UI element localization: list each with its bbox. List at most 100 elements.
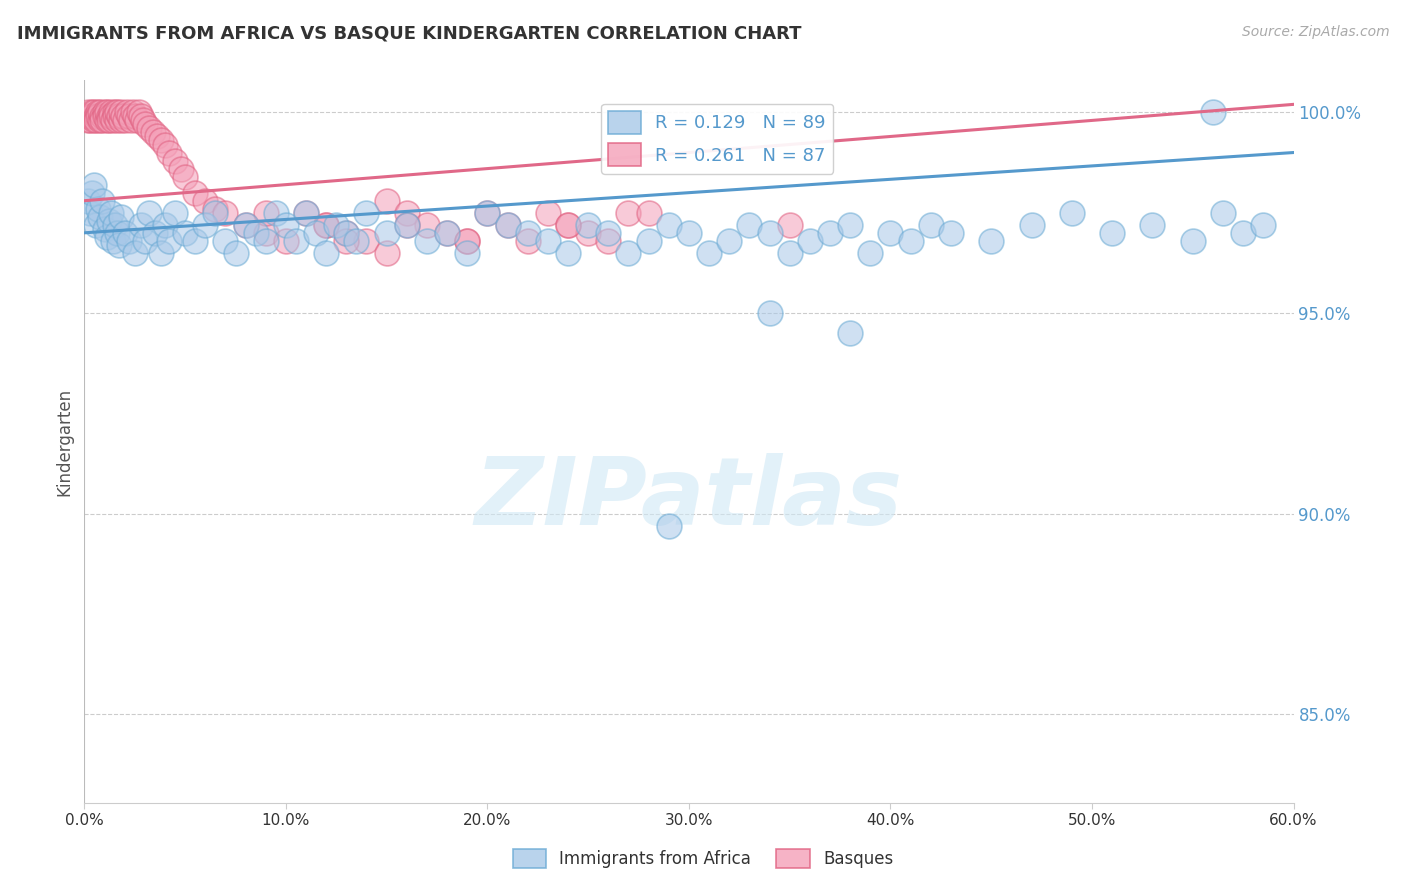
- Point: [89, 105, 111, 120]
- Point: [738, 218, 761, 232]
- Point: [576, 218, 599, 232]
- Point: [496, 218, 519, 232]
- Point: [153, 137, 176, 152]
- Point: [93, 105, 115, 120]
- Point: [105, 105, 128, 120]
- Point: [87, 202, 110, 216]
- Point: [254, 206, 277, 220]
- Point: [75, 110, 97, 124]
- Point: [637, 206, 659, 220]
- Point: [138, 206, 160, 220]
- Point: [89, 113, 111, 128]
- Point: [79, 113, 101, 128]
- Point: [77, 105, 100, 120]
- Point: [107, 110, 129, 124]
- Point: [346, 234, 368, 248]
- Point: [174, 169, 197, 184]
- Point: [799, 234, 821, 248]
- Point: [101, 234, 124, 248]
- Point: [134, 234, 156, 248]
- Point: [146, 129, 169, 144]
- Point: [110, 210, 132, 224]
- Point: [295, 206, 318, 220]
- Point: [879, 226, 901, 240]
- Point: [537, 234, 560, 248]
- Point: [416, 218, 439, 232]
- Text: Source: ZipAtlas.com: Source: ZipAtlas.com: [1241, 25, 1389, 39]
- Point: [477, 206, 499, 220]
- Point: [758, 306, 780, 320]
- Point: [395, 218, 418, 232]
- Point: [124, 110, 146, 124]
- Point: [124, 246, 146, 260]
- Point: [1060, 206, 1083, 220]
- Point: [496, 218, 519, 232]
- Point: [818, 226, 841, 240]
- Point: [335, 226, 357, 240]
- Point: [93, 222, 115, 236]
- Legend: R = 0.129   N = 89, R = 0.261   N = 87: R = 0.129 N = 89, R = 0.261 N = 87: [602, 103, 834, 174]
- Point: [557, 218, 579, 232]
- Point: [114, 113, 136, 128]
- Point: [83, 113, 105, 128]
- Point: [107, 238, 129, 252]
- Point: [100, 206, 122, 220]
- Point: [138, 121, 160, 136]
- Text: IMMIGRANTS FROM AFRICA VS BASQUE KINDERGARTEN CORRELATION CHART: IMMIGRANTS FROM AFRICA VS BASQUE KINDERG…: [17, 25, 801, 43]
- Point: [77, 194, 100, 208]
- Point: [153, 218, 176, 232]
- Point: [557, 246, 579, 260]
- Point: [184, 234, 207, 248]
- Point: [900, 234, 922, 248]
- Point: [516, 234, 538, 248]
- Point: [129, 110, 152, 124]
- Point: [97, 113, 120, 128]
- Point: [920, 218, 942, 232]
- Point: [1253, 218, 1275, 232]
- Point: [121, 105, 143, 120]
- Point: [516, 226, 538, 240]
- Point: [91, 194, 114, 208]
- Point: [758, 226, 780, 240]
- Point: [115, 105, 138, 120]
- Point: [839, 218, 862, 232]
- Point: [315, 246, 337, 260]
- Point: [436, 226, 458, 240]
- Point: [235, 218, 257, 232]
- Point: [110, 113, 132, 128]
- Point: [101, 113, 124, 128]
- Point: [143, 226, 166, 240]
- Point: [1212, 206, 1234, 220]
- Point: [142, 126, 165, 140]
- Point: [436, 226, 458, 240]
- Point: [105, 113, 128, 128]
- Point: [87, 105, 110, 120]
- Point: [174, 226, 197, 240]
- Point: [83, 105, 105, 120]
- Point: [96, 230, 118, 244]
- Y-axis label: Kindergarten: Kindergarten: [55, 387, 73, 496]
- Point: [557, 218, 579, 232]
- Point: [537, 206, 560, 220]
- Point: [477, 206, 499, 220]
- Point: [274, 234, 297, 248]
- Point: [89, 210, 111, 224]
- Point: [235, 218, 257, 232]
- Point: [356, 234, 378, 248]
- Point: [779, 246, 801, 260]
- Point: [335, 226, 357, 240]
- Point: [779, 218, 801, 232]
- Point: [86, 218, 108, 232]
- Point: [120, 113, 142, 128]
- Point: [697, 246, 720, 260]
- Point: [1142, 218, 1164, 232]
- Point: [204, 206, 226, 220]
- Point: [79, 110, 101, 124]
- Point: [1101, 226, 1123, 240]
- Point: [718, 234, 741, 248]
- Point: [105, 226, 128, 240]
- Point: [325, 218, 347, 232]
- Point: [194, 194, 217, 208]
- Point: [170, 161, 193, 176]
- Point: [79, 206, 101, 220]
